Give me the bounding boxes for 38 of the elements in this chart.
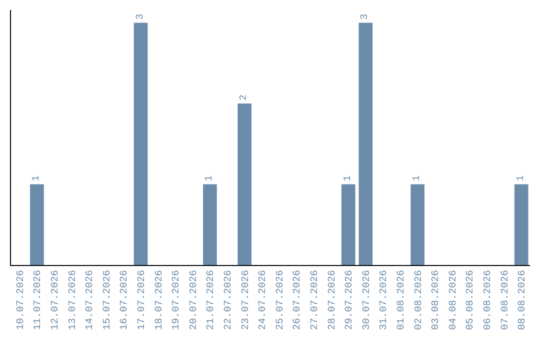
x-tick-label: 03.08.2026: [431, 270, 442, 330]
data-label: 1: [412, 175, 424, 182]
x-tick-label: 15.07.2026: [102, 270, 114, 330]
data-label: 1: [204, 175, 216, 182]
x-tick-label: 13.07.2026: [68, 270, 79, 330]
data-label: 1: [342, 175, 354, 182]
x-tick-label: 27.07.2026: [310, 270, 321, 330]
x-tick-label: 10.07.2026: [16, 270, 27, 330]
x-tick-label: 24.07.2026: [258, 270, 270, 330]
x-tick-label: 06.08.2026: [483, 270, 494, 330]
x-tick-label: 26.07.2026: [292, 270, 304, 330]
data-label: 1: [516, 175, 527, 182]
x-tick-label: 01.08.2026: [396, 270, 408, 330]
x-tick-label: 17.07.2026: [137, 270, 148, 330]
x-tick-label: 16.07.2026: [120, 270, 131, 330]
x-tick-label: 04.08.2026: [448, 270, 460, 330]
x-tick-label: 28.07.2026: [327, 270, 338, 330]
x-tick-label: 05.08.2026: [466, 270, 477, 330]
data-label: 2: [239, 94, 250, 100]
data-label: 1: [31, 175, 42, 182]
x-tick-label: 02.08.2026: [414, 270, 425, 330]
x-tick-label: 07.08.2026: [500, 270, 512, 330]
x-tick-label: 29.07.2026: [344, 270, 356, 330]
x-tick-label: 31.07.2026: [379, 270, 390, 330]
data-label: 3: [360, 14, 372, 20]
x-tick-label: 14.07.2026: [85, 270, 96, 330]
x-tick-label: 20.07.2026: [188, 270, 200, 330]
x-tick-label: 19.07.2026: [172, 270, 183, 330]
x-tick-label: 30.07.2026: [362, 270, 373, 330]
x-tick-label: 23.07.2026: [240, 270, 252, 330]
x-tick-label: 18.07.2026: [154, 270, 166, 330]
x-tick-label: 21.07.2026: [206, 270, 218, 330]
x-tick-label: 11.07.2026: [33, 270, 44, 330]
x-tick-label: 12.07.2026: [50, 270, 62, 330]
x-tick-label: 08.08.2026: [518, 270, 529, 330]
x-tick-label: 22.07.2026: [224, 270, 234, 330]
x-tick-label: 25.07.2026: [275, 270, 286, 330]
data-label: 3: [135, 14, 146, 20]
